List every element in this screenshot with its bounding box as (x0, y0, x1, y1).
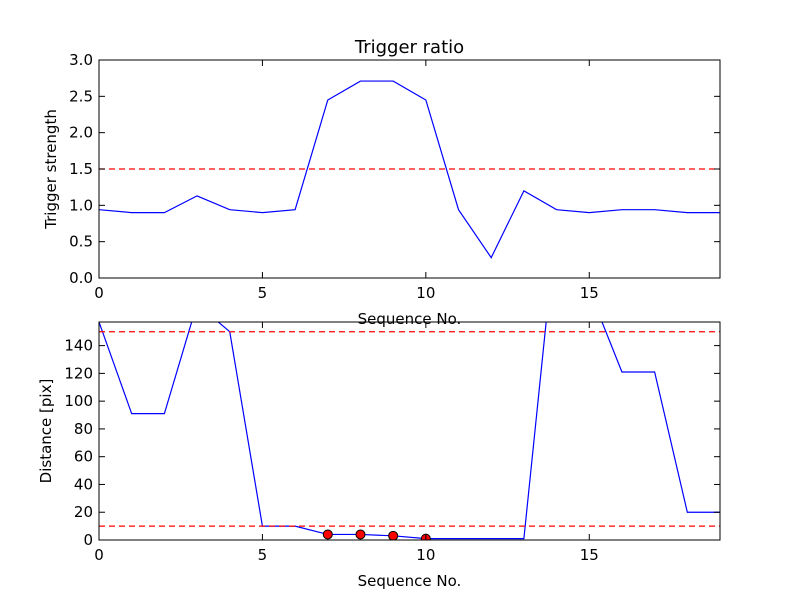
y-tick-label: 3.0 (69, 51, 93, 69)
scatter-point-3 (388, 530, 399, 540)
y-tick-label: 2.0 (69, 124, 93, 142)
y-tick-label: 0.5 (69, 233, 93, 251)
plot-area (99, 322, 720, 540)
y-tick-label: 140 (64, 337, 93, 355)
x-axis-label: Sequence No. (358, 310, 462, 328)
y-tick-label: 100 (64, 392, 93, 410)
y-tick-label: 120 (64, 364, 93, 382)
y-tick-label: 1.5 (69, 160, 93, 178)
x-tick-label: 5 (258, 284, 268, 302)
x-tick-label: 15 (580, 284, 599, 302)
y-axis-label: Distance [pix] (37, 379, 55, 484)
y-tick-label: 0.0 (69, 269, 93, 287)
series-line-1 (99, 80, 720, 259)
y-tick-label: 80 (74, 420, 93, 438)
y-tick-label: 60 (74, 448, 93, 466)
x-tick-label: 0 (94, 546, 104, 564)
chart-panel-1: 0 5 10 15 0.0 0.5 1.0 1.5 2.0 2.5 3.0 Sequence No. T… (42, 37, 721, 328)
y-axis-label: Trigger strength (42, 109, 60, 230)
x-tick-label: 5 (258, 546, 268, 564)
x-tick-label: 15 (580, 546, 599, 564)
y-tick-label: 20 (74, 503, 93, 521)
x-tick-label: 0 (94, 284, 104, 302)
y-tick-label: 2.5 (69, 87, 93, 105)
x-axis-label: Sequence No. (358, 572, 462, 590)
axes-frame (98, 321, 721, 541)
chart-title: Trigger ratio (354, 37, 464, 58)
scatter-point-2 (355, 529, 366, 540)
y-tick-label: 0 (83, 531, 93, 549)
plot-area (99, 80, 720, 259)
x-tick-label: 10 (416, 546, 435, 564)
x-tick-label: 10 (416, 284, 435, 302)
y-tick-label: 40 (74, 475, 93, 493)
scatter-point-1 (322, 529, 333, 540)
series-line-1 (99, 322, 720, 540)
chart-panel-2: 0 5 10 15 0 20 40 60 80 100 120 140 Sequence No. Dist… (37, 321, 721, 590)
y-tick-label: 1.0 (69, 196, 93, 214)
